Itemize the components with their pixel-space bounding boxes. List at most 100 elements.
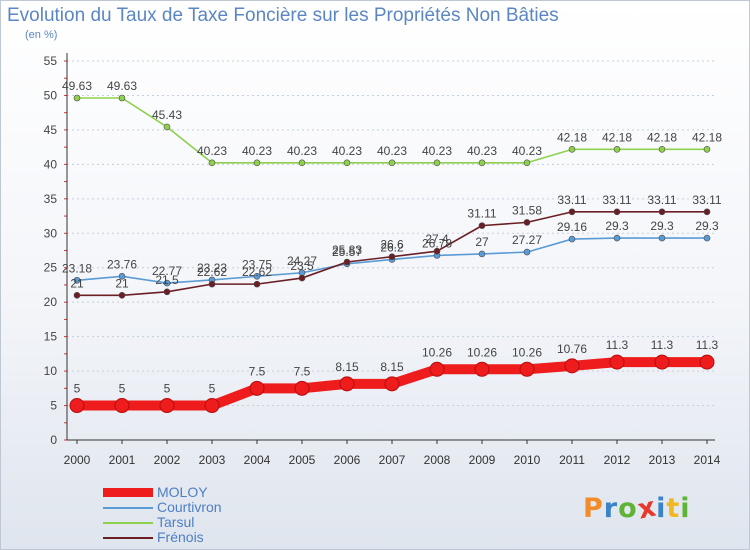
data-label: 11.3: [606, 338, 629, 352]
data-label: 10.26: [422, 345, 452, 359]
data-point: [654, 354, 670, 370]
data-point: [208, 159, 216, 167]
data-point: [253, 280, 261, 288]
y-tick-label: 30: [44, 226, 58, 240]
data-point: [519, 361, 535, 377]
data-point: [298, 159, 306, 167]
data-label: 7.5: [294, 364, 311, 378]
data-label: 40.23: [422, 144, 452, 158]
data-label: 5: [164, 382, 171, 396]
data-label: 10.26: [467, 345, 497, 359]
data-label: 31.11: [467, 207, 496, 221]
data-point: [298, 274, 306, 282]
data-label: 23.23: [197, 261, 227, 275]
data-point: [658, 208, 666, 216]
y-tick-label: 0: [50, 433, 57, 447]
y-tick-label: 15: [44, 330, 58, 344]
brand-letter: o: [618, 493, 638, 524]
legend-swatch: [103, 488, 153, 497]
data-point: [384, 376, 400, 392]
data-point: [204, 398, 220, 414]
data-label: 11.3: [696, 338, 719, 352]
data-label: 42.18: [692, 130, 722, 144]
y-tick-label: 5: [50, 399, 57, 413]
data-point: [388, 159, 396, 167]
data-point: [339, 376, 355, 392]
data-point: [613, 146, 621, 153]
x-tick-label: 2008: [424, 453, 451, 467]
data-label: 42.18: [647, 130, 677, 144]
data-label: 49.63: [62, 79, 92, 93]
y-tick-label: 50: [44, 88, 58, 102]
data-label: 40.23: [377, 144, 407, 158]
x-tick-label: 2010: [514, 453, 541, 467]
x-tick-label: 2012: [604, 453, 631, 467]
data-point: [388, 253, 396, 261]
data-label: 24.27: [287, 254, 317, 268]
data-point: [568, 208, 576, 216]
data-label: 23.5: [290, 259, 314, 273]
data-label: 33.11: [647, 193, 676, 207]
data-point: [69, 398, 85, 414]
data-label: 10.26: [512, 345, 542, 359]
data-point: [523, 159, 531, 167]
data-label: 8.15: [335, 360, 359, 374]
data-label: 11.3: [651, 338, 674, 352]
data-point: [114, 398, 130, 414]
chart-title: Evolution du Taux de Taxe Foncière sur l…: [7, 5, 559, 26]
data-point: [478, 222, 486, 229]
data-label: 25.57: [332, 245, 362, 259]
data-label: 42.18: [557, 130, 587, 144]
data-point: [163, 279, 171, 287]
data-point: [73, 94, 81, 102]
data-point: [478, 159, 486, 167]
data-label: 10.76: [557, 342, 587, 356]
y-tick-label: 40: [44, 157, 58, 171]
data-point: [474, 361, 490, 377]
data-label: 23.76: [107, 257, 137, 271]
x-tick-label: 2002: [154, 453, 181, 467]
data-label: 29.3: [650, 219, 674, 233]
legend-label: Tarsul: [157, 514, 195, 530]
legend-swatch: [103, 521, 153, 524]
x-tick-label: 2000: [64, 453, 91, 467]
x-tick-label: 2003: [199, 453, 226, 467]
data-point: [433, 159, 441, 167]
data-label: 40.23: [197, 144, 227, 158]
data-point: [118, 94, 126, 102]
data-label: 27: [475, 235, 489, 249]
data-label: 33.11: [692, 193, 721, 207]
data-label: 26.2: [380, 240, 404, 254]
x-tick-label: 2006: [334, 453, 361, 467]
data-label: 40.23: [242, 144, 272, 158]
data-label: 8.15: [380, 360, 404, 374]
data-point: [703, 234, 711, 242]
legend-item-courtivron: Courtivron: [103, 500, 222, 515]
data-point: [208, 280, 216, 288]
data-point: [568, 235, 576, 243]
data-label: 29.3: [605, 219, 629, 233]
data-label: 29.3: [695, 219, 719, 233]
x-tick-label: 2011: [559, 453, 585, 467]
x-tick-label: 2009: [469, 453, 496, 467]
brand-letter: r: [603, 493, 619, 524]
y-tick-label: 10: [44, 364, 58, 378]
legend-label: MOLOY: [157, 484, 208, 500]
data-point: [163, 288, 171, 296]
data-label: 40.23: [332, 144, 362, 158]
brand-letter: t: [666, 493, 681, 524]
data-point: [294, 380, 310, 396]
data-point: [703, 146, 711, 153]
data-label: 5: [119, 382, 126, 396]
y-tick-label: 45: [44, 123, 58, 137]
data-point: [613, 234, 621, 242]
chart-subtitle: (en %): [25, 29, 58, 41]
data-point: [253, 159, 261, 167]
y-tick-label: 35: [44, 192, 58, 206]
data-label: 5: [74, 382, 81, 396]
data-label: 22.62: [242, 265, 272, 279]
y-tick-label: 55: [44, 54, 58, 68]
